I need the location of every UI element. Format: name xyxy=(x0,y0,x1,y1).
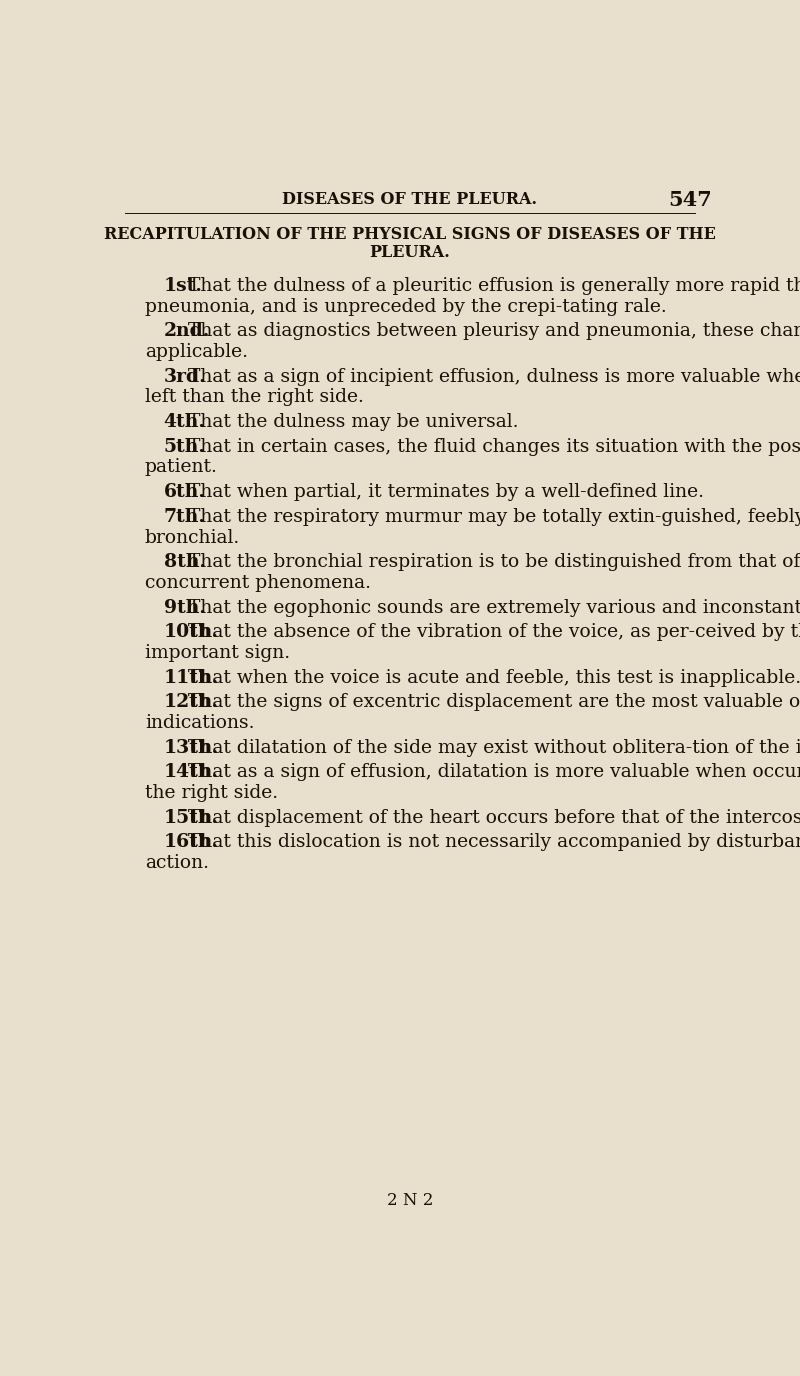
Text: DISEASES OF THE PLEURA.: DISEASES OF THE PLEURA. xyxy=(282,191,538,208)
Text: That dilatation of the side may exist without oblitera-tion of the intercostal s: That dilatation of the side may exist wi… xyxy=(187,739,800,757)
Text: That as diagnostics between pleurisy and pneumonia, these characters are not alw: That as diagnostics between pleurisy and… xyxy=(187,322,800,340)
Text: That the dulness may be universal.: That the dulness may be universal. xyxy=(187,413,518,431)
Text: 1st.: 1st. xyxy=(163,277,202,294)
Text: That the absence of the vibration of the voice, as per-ceived by the hand, is an: That the absence of the vibration of the… xyxy=(187,623,800,641)
Text: applicable.: applicable. xyxy=(145,343,248,361)
Text: 547: 547 xyxy=(669,190,713,209)
Text: patient.: patient. xyxy=(145,458,218,476)
Text: That displacement of the heart occurs before that of the intercostals or diaphra: That displacement of the heart occurs be… xyxy=(187,809,800,827)
Text: 12th.: 12th. xyxy=(163,694,218,711)
Text: That the egophonic sounds are extremely various and inconstant.: That the egophonic sounds are extremely … xyxy=(187,599,800,616)
Text: 7th.: 7th. xyxy=(163,508,206,526)
Text: That when the voice is acute and feeble, this test is inapplicable.: That when the voice is acute and feeble,… xyxy=(187,669,800,687)
Text: important sign.: important sign. xyxy=(145,644,290,662)
Text: 2nd.: 2nd. xyxy=(163,322,210,340)
Text: That in certain cases, the fluid changes its situation with the position of the: That in certain cases, the fluid changes… xyxy=(187,438,800,455)
Text: 10th.: 10th. xyxy=(163,623,218,641)
Text: That this dislocation is not necessarily accompanied by disturbance of the heart: That this dislocation is not necessarily… xyxy=(187,834,800,852)
Text: 13th.: 13th. xyxy=(163,739,218,757)
Text: That the signs of excentric displacement are the most valuable of the physical: That the signs of excentric displacement… xyxy=(187,694,800,711)
Text: 9th.: 9th. xyxy=(163,599,206,616)
Text: That the bronchial respiration is to be distinguished from that of pneumonia by : That the bronchial respiration is to be … xyxy=(187,553,800,571)
Text: bronchial.: bronchial. xyxy=(145,528,240,546)
Text: 6th.: 6th. xyxy=(163,483,206,501)
Text: 11th.: 11th. xyxy=(163,669,218,687)
Text: That as a sign of incipient effusion, dulness is more valuable when occurring at: That as a sign of incipient effusion, du… xyxy=(187,367,800,385)
Text: pneumonia, and is unpreceded by the crepi-tating rale.: pneumonia, and is unpreceded by the crep… xyxy=(145,297,666,315)
Text: indications.: indications. xyxy=(145,714,254,732)
Text: 15th.: 15th. xyxy=(163,809,218,827)
Text: That when partial, it terminates by a well-defined line.: That when partial, it terminates by a we… xyxy=(187,483,703,501)
Text: 14th.: 14th. xyxy=(163,764,218,782)
Text: the right side.: the right side. xyxy=(145,784,278,802)
Text: concurrent phenomena.: concurrent phenomena. xyxy=(145,574,371,592)
Text: That as a sign of effusion, dilatation is more valuable when occurring at the le: That as a sign of effusion, dilatation i… xyxy=(187,764,800,782)
Text: 3rd.: 3rd. xyxy=(163,367,206,385)
Text: 4th.: 4th. xyxy=(163,413,206,431)
Text: 16th.: 16th. xyxy=(163,834,218,852)
Text: That the respiratory murmur may be totally extin-guished, feebly audible, or dis: That the respiratory murmur may be total… xyxy=(187,508,800,526)
Text: left than the right side.: left than the right side. xyxy=(145,388,364,406)
Text: PLEURA.: PLEURA. xyxy=(370,244,450,260)
Text: 8th.: 8th. xyxy=(163,553,206,571)
Text: 2 N 2: 2 N 2 xyxy=(387,1192,433,1210)
Text: 5th.: 5th. xyxy=(163,438,206,455)
Text: action.: action. xyxy=(145,854,209,872)
Text: That the dulness of a pleuritic effusion is generally more rapid than that of: That the dulness of a pleuritic effusion… xyxy=(187,277,800,294)
Text: RECAPITULATION OF THE PHYSICAL SIGNS OF DISEASES OF THE: RECAPITULATION OF THE PHYSICAL SIGNS OF … xyxy=(104,226,716,244)
